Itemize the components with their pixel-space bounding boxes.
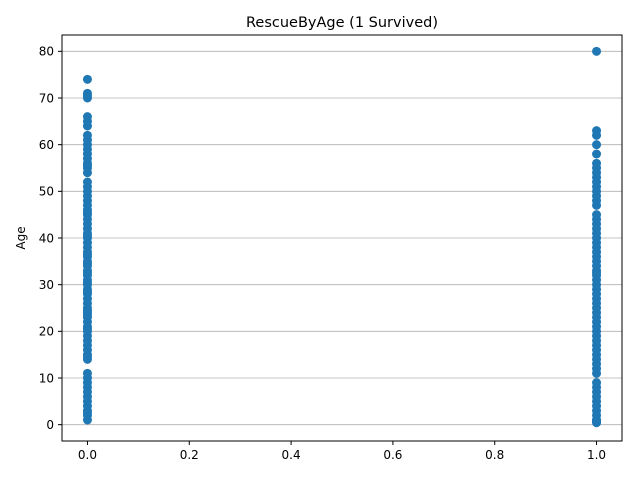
y-tick-label: 30 [39, 278, 54, 292]
y-tick-label: 0 [46, 418, 54, 432]
x-tick-label: 0.2 [180, 448, 199, 462]
y-axis-label: Age [14, 226, 28, 249]
x-tick-label: 0.0 [78, 448, 97, 462]
data-point [592, 210, 602, 220]
y-tick-label: 20 [39, 325, 54, 339]
y-tick-label: 10 [39, 371, 54, 385]
x-tick-label: 1.0 [587, 448, 606, 462]
data-point [82, 88, 92, 98]
y-tick-label: 80 [39, 45, 54, 59]
data-point [82, 177, 92, 187]
y-tick-label: 60 [39, 138, 54, 152]
data-point [82, 130, 92, 140]
x-tick-label: 0.6 [383, 448, 402, 462]
y-tick-label: 40 [39, 231, 54, 245]
data-point [82, 368, 92, 378]
x-tick-label: 0.8 [485, 448, 504, 462]
data-point [592, 378, 602, 388]
data-point [82, 112, 92, 122]
data-point [592, 140, 602, 150]
data-point [592, 46, 602, 56]
data-points [82, 46, 602, 428]
tick-labels: 0.0 0.2 0.4 0.6 0.8 1.0 0 10 20 30 40 50 60 70 80 [39, 45, 606, 462]
x-tick-label: 0.4 [282, 448, 301, 462]
chart-title: RescueByAge (1 Survived) [246, 15, 438, 31]
data-point [592, 149, 602, 159]
axes [58, 34, 623, 445]
y-tick-label: 70 [39, 91, 54, 105]
y-tick-label: 50 [39, 185, 54, 199]
data-point [592, 158, 602, 168]
data-point [592, 126, 602, 136]
gridlines [62, 50, 622, 426]
data-point [82, 74, 92, 84]
